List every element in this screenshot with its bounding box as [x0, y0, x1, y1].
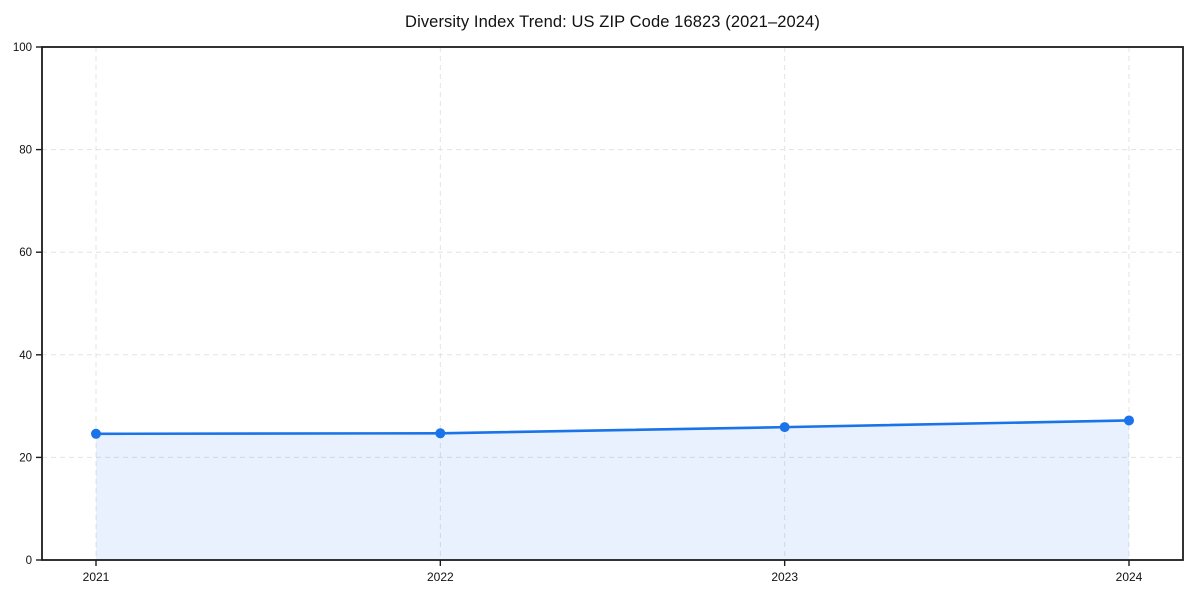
x-tick-label: 2021: [83, 570, 110, 584]
y-tick-label: 100: [13, 42, 32, 54]
area-fill: [96, 420, 1129, 560]
y-tick-label: 20: [19, 452, 32, 464]
data-point-2021: [91, 428, 101, 439]
data-point-2023: [779, 422, 790, 433]
data-point-2022: [435, 428, 446, 439]
y-tick-label: 60: [19, 247, 32, 259]
data-point-2024: [1124, 415, 1134, 426]
chart-title: Diversity Index Trend: US ZIP Code 16823…: [405, 13, 820, 31]
x-tick-label: 2024: [1116, 570, 1143, 584]
x-tick-label: 2023: [771, 570, 798, 584]
y-tick-label: 0: [26, 555, 32, 567]
trend-line: [94, 419, 1131, 436]
y-tick-label: 80: [19, 145, 32, 157]
y-tick-label: 40: [19, 350, 32, 362]
plot-border: [41, 46, 1184, 561]
x-tick-label: 2022: [427, 570, 454, 584]
